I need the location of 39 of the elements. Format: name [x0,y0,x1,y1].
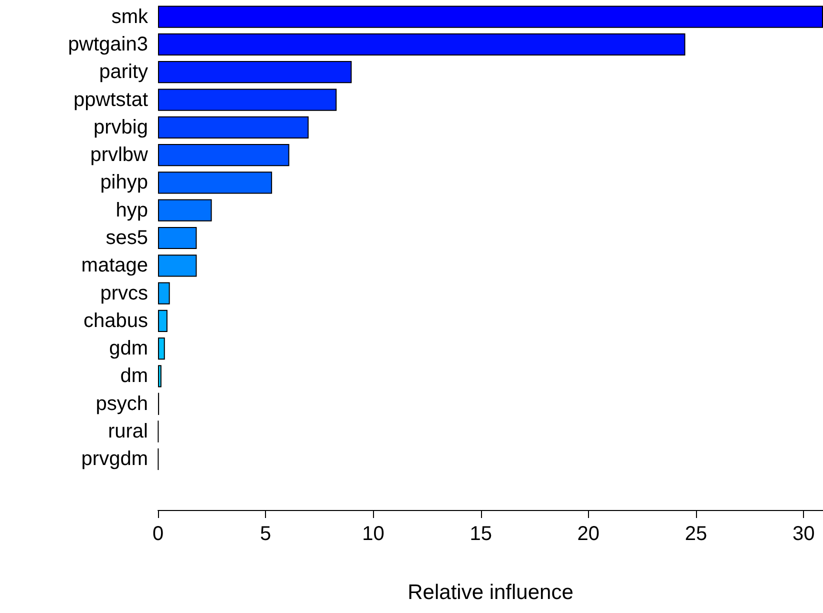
x-tick-label: 30 [792,523,815,545]
y-tick-label: rural [108,420,148,443]
x-tick-label: 10 [362,523,384,545]
bar [158,144,290,166]
y-tick-label: hyp [116,199,148,222]
y-tick-label: psych [96,392,148,415]
y-tick-label: gdm [109,338,148,360]
bar [158,254,197,277]
y-tick-label: prvcs [100,282,148,304]
y-tick-label: smk [111,6,149,28]
bar [158,310,168,332]
y-tick-label: prvlbw [90,144,149,166]
x-tick-label: 5 [260,523,272,545]
bar [158,199,212,222]
bar [158,6,823,28]
bar [158,365,162,388]
x-axis-title: Relative influence [408,581,574,604]
y-tick-label: dm [120,365,148,388]
bar [158,33,686,56]
y-tick-label: ses5 [106,227,148,249]
bar [158,282,170,304]
bar [158,338,165,360]
y-tick-label: ppwtstat [74,88,148,111]
y-tick-label: pihyp [100,172,148,194]
bar [158,88,337,111]
x-tick-label: 15 [470,523,492,545]
bar [158,61,352,84]
y-tick-label: chabus [84,310,148,332]
bar [158,116,309,138]
y-tick-label: parity [99,61,148,84]
x-tick-label: 25 [684,523,708,545]
y-tick-label: pwtgain3 [68,33,148,56]
x-tick-label: 20 [577,523,600,545]
bar [158,172,272,194]
y-tick-label: prvbig [94,116,148,138]
bar [158,226,197,250]
x-tick-label: 0 [152,523,164,545]
y-tick-label: prvgdm [81,448,148,470]
y-tick-label: matage [81,254,148,277]
